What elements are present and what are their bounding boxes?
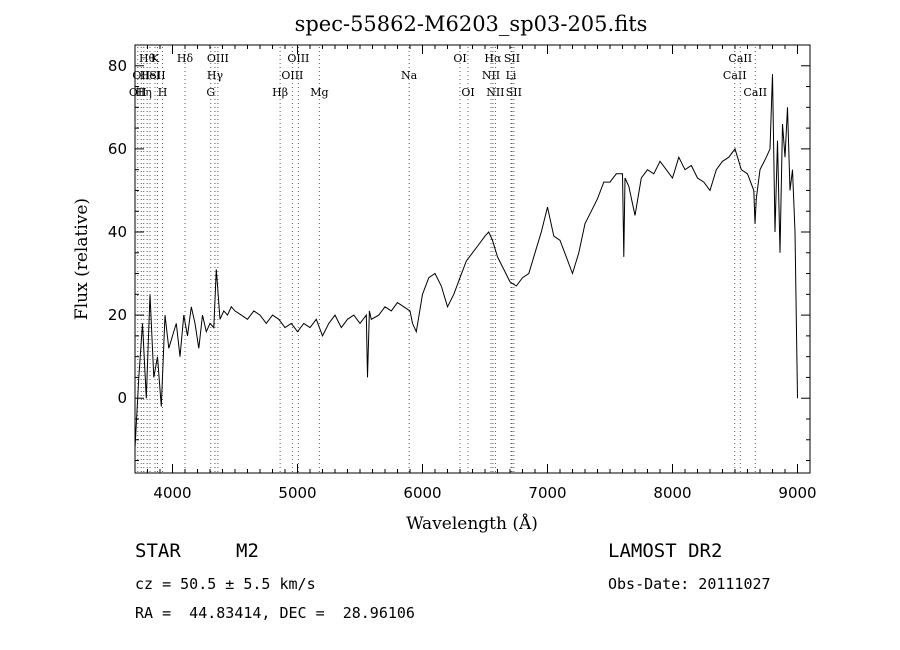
spectral-line-label: SII xyxy=(504,52,520,65)
spectral-line-label: H xyxy=(158,86,168,99)
x-tick-label: 6000 xyxy=(403,484,441,502)
x-tick-label: 4000 xyxy=(153,484,191,502)
x-tick-label: 8000 xyxy=(653,484,691,502)
spectral-line-label: OII xyxy=(132,69,150,82)
redshift-value: cz = 50.5 ± 5.5 km/s xyxy=(135,575,316,593)
y-axis-label: Flux (relative) xyxy=(72,198,92,320)
spectral-line-label: CaII xyxy=(743,86,767,99)
y-tick-label: 0 xyxy=(117,389,127,407)
spectral-line-label: Hγ xyxy=(207,69,224,82)
y-tick-label: 40 xyxy=(108,223,127,241)
x-tick-label: 7000 xyxy=(528,484,566,502)
spectral-line-label: OII xyxy=(129,86,147,99)
plot-frame xyxy=(134,44,811,474)
spectral-line-label: Hη xyxy=(136,86,152,99)
y-axis: 0 20 40 60 80 xyxy=(108,44,810,462)
spectral-line-label: OIII xyxy=(281,69,303,82)
spectral-line-label: OI xyxy=(461,86,474,99)
spectral-line-label: OIII xyxy=(287,52,309,65)
spectral-line-label: NII xyxy=(486,86,504,99)
line-markers: OIIOIIHηHθHeIKSIIHHδGHγOIIIHβOIIIOIIIMgN… xyxy=(129,47,767,472)
y-tick-label: 60 xyxy=(108,140,127,158)
spectral-line-label: CaII xyxy=(723,69,747,82)
spectral-line-label: Hθ xyxy=(139,52,156,65)
spectral-line-label: CaII xyxy=(728,52,752,65)
object-subclass: M2 xyxy=(236,540,259,562)
obs-date: Obs-Date: 20111027 xyxy=(608,575,771,593)
y-tick-label: 80 xyxy=(108,57,127,75)
spectral-line-label: Mg xyxy=(310,86,328,99)
y-tick-label: 20 xyxy=(108,306,127,324)
spectral-line-label: Hα xyxy=(484,52,502,65)
spectral-line-label: Li xyxy=(506,69,517,82)
spectral-line-label: K xyxy=(151,52,160,65)
chart-title: spec-55862-M6203_sp03-205.fits xyxy=(295,12,648,36)
x-axis: 4000 5000 6000 7000 8000 9000 xyxy=(134,45,817,502)
spectral-line-label: Hδ xyxy=(177,52,194,65)
object-class: STAR xyxy=(135,540,181,562)
x-tick-label: 5000 xyxy=(278,484,316,502)
spectral-line-label: OI xyxy=(453,52,466,65)
spectral-line-label: SII xyxy=(506,86,522,99)
spectrum-line xyxy=(134,74,798,449)
spectral-line-label: G xyxy=(206,86,215,99)
spectral-line-label: Hβ xyxy=(272,86,288,99)
x-tick-label: 9000 xyxy=(778,484,816,502)
survey-name: LAMOST DR2 xyxy=(608,540,723,562)
spectral-line-label: OIII xyxy=(207,52,229,65)
spectral-line-label: SII xyxy=(149,69,165,82)
spectral-line-label: Na xyxy=(401,69,418,82)
coordinates: RA = 44.83414, DEC = 28.96106 xyxy=(135,604,415,622)
x-axis-label: Wavelength (Å) xyxy=(406,513,538,534)
spectral-line-label: NII xyxy=(482,69,500,82)
spectral-line-label: HeI xyxy=(140,69,160,82)
